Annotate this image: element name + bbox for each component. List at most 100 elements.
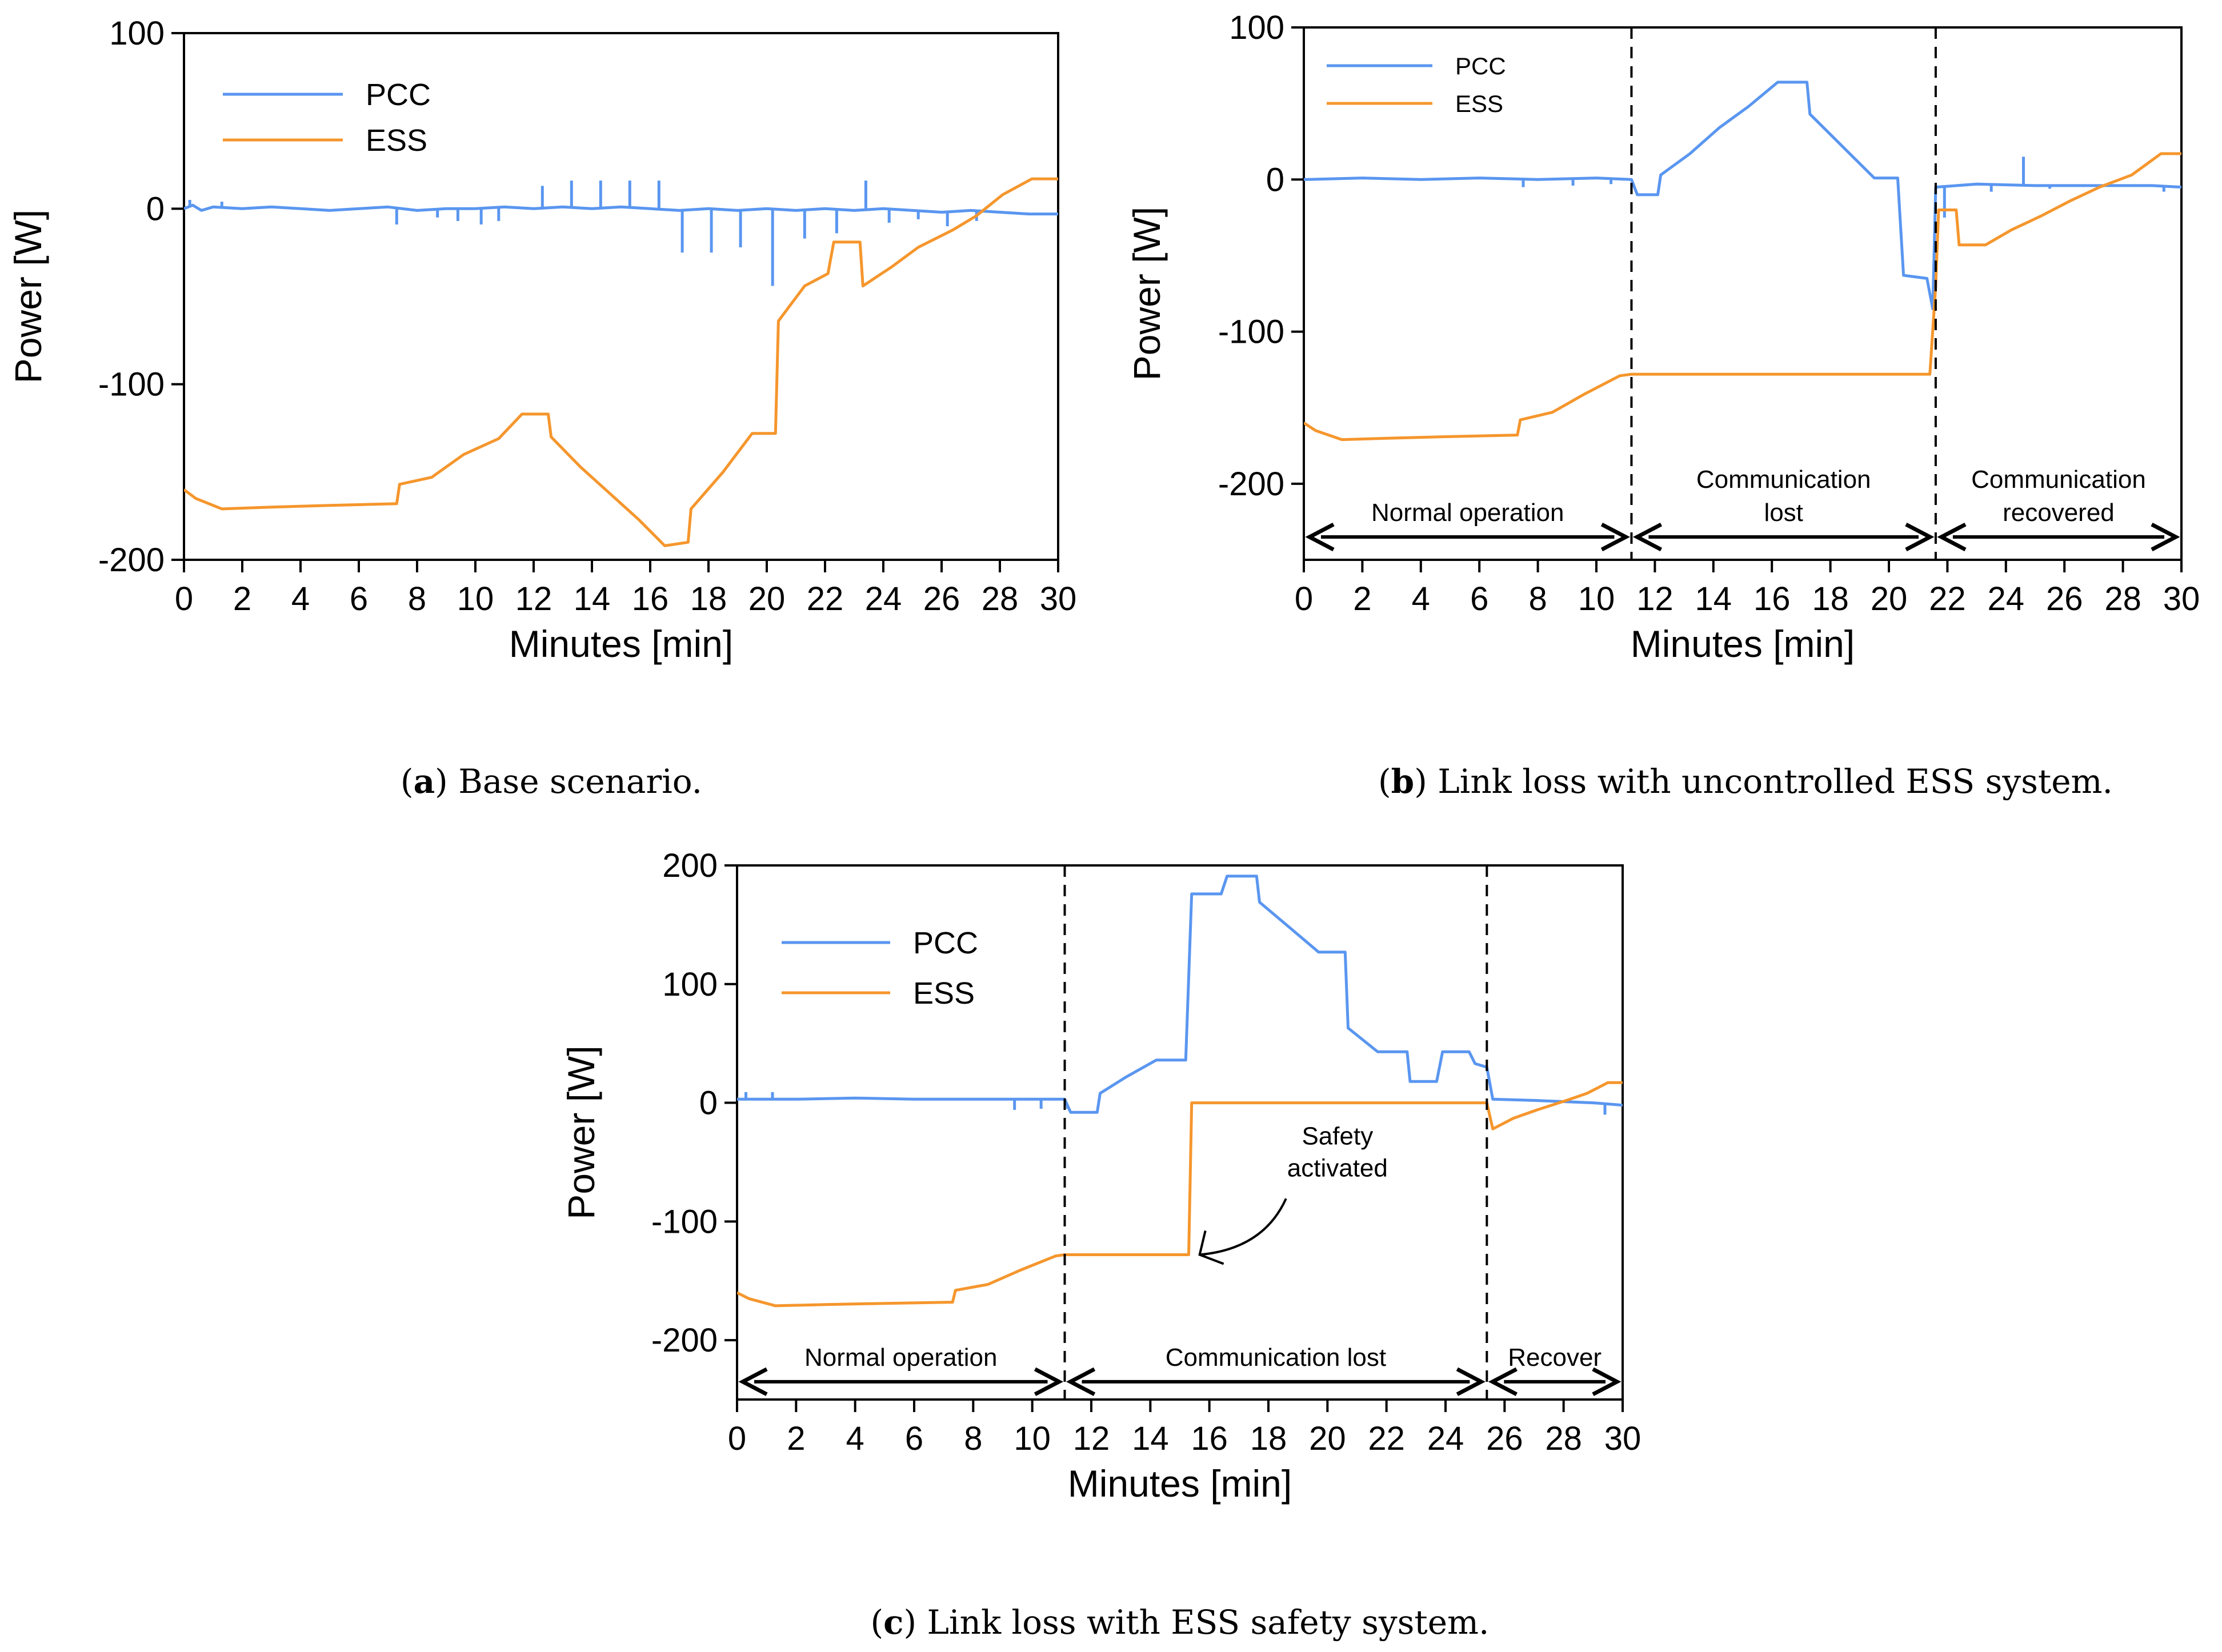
region-arrow-head-right <box>1905 522 1935 552</box>
caption-paren-open: ( <box>870 1603 883 1642</box>
x-axis-title: Minutes [min] <box>509 623 733 665</box>
caption-body: Link loss with uncontrolled ESS system. <box>1438 762 2113 801</box>
x-tick-label: 16 <box>1753 580 1791 618</box>
legend-label-ess: ESS <box>1455 90 1503 117</box>
series-line-ess <box>737 1081 1623 1308</box>
y-tick-label: 100 <box>662 966 718 1003</box>
x-tick-label: 2 <box>787 1420 805 1457</box>
region-arrow-head-right <box>1034 1367 1064 1396</box>
x-tick-label: 6 <box>1470 580 1488 618</box>
panel-caption: (c) Link loss with ESS safety system. <box>870 1603 1489 1642</box>
region-label: Communication <box>1696 466 1871 494</box>
region-arrow-head-left <box>738 1367 768 1396</box>
y-axis-title: Power [W] <box>7 210 49 383</box>
x-tick-label: 26 <box>923 580 960 618</box>
x-tick-label: 24 <box>1988 580 2025 618</box>
x-axis-title: Minutes [min] <box>1068 1462 1292 1505</box>
x-tick-label: 16 <box>632 580 669 618</box>
x-tick-label: 12 <box>1636 580 1673 618</box>
caption-paren-open: ( <box>1378 762 1391 801</box>
region-arrow-head-right <box>2151 522 2180 552</box>
y-tick-label: 100 <box>1229 9 1284 46</box>
x-tick-label: 18 <box>1250 1420 1287 1457</box>
region-arrow-head-right <box>1456 1367 1486 1396</box>
x-tick-label: 6 <box>350 580 368 618</box>
x-tick-label: 4 <box>1412 580 1430 618</box>
y-tick-label: -200 <box>651 1322 718 1359</box>
series-line-ess <box>184 177 1058 547</box>
x-tick-label: 30 <box>2163 580 2200 618</box>
region-label: Communication lost <box>1166 1344 1386 1372</box>
series-line-pcc <box>184 203 1058 216</box>
x-tick-label: 12 <box>1073 1420 1110 1457</box>
x-tick-label: 28 <box>982 580 1019 618</box>
y-tick-label: -100 <box>651 1203 718 1240</box>
x-tick-label: 18 <box>1812 580 1849 618</box>
panel-a: 0 2 4 6 8 10 12 14 16 18 20 22 24 26 28 30-200-1000100M… <box>7 15 1076 801</box>
y-tick-label: -100 <box>98 366 165 403</box>
caption-body: Base scenario. <box>458 762 702 801</box>
x-tick-label: 4 <box>846 1420 864 1457</box>
legend-label-ess: ESS <box>913 976 975 1011</box>
x-tick-label: 14 <box>574 580 611 618</box>
x-tick-label: 26 <box>2046 580 2083 618</box>
x-tick-label: 8 <box>408 580 426 618</box>
legend-label-ess: ESS <box>366 123 427 158</box>
x-tick-label: 4 <box>291 580 310 618</box>
annotation-arrow <box>1199 1198 1287 1256</box>
caption-letter: c <box>883 1603 903 1642</box>
x-tick-label: 30 <box>1604 1420 1642 1457</box>
region-arrow-head-right <box>1592 1367 1622 1396</box>
x-tick-label: 8 <box>1528 580 1547 618</box>
y-tick-label: 0 <box>699 1085 718 1122</box>
region-label: Normal operation <box>1371 499 1564 527</box>
x-tick-label: 6 <box>905 1420 923 1457</box>
x-tick-label: 26 <box>1486 1420 1523 1457</box>
y-axis-title: Power [W] <box>1126 207 1168 380</box>
x-tick-label: 20 <box>1309 1420 1346 1457</box>
caption-paren-close: ) <box>435 762 458 801</box>
y-tick-label: 0 <box>146 190 165 227</box>
region-arrow-head-left <box>1305 522 1335 552</box>
region-arrow-head-left <box>1937 522 1967 552</box>
caption-paren-close: ) <box>1414 762 1438 801</box>
region-label: Recover <box>1508 1344 1602 1372</box>
x-tick-label: 14 <box>1132 1420 1169 1457</box>
x-tick-label: 24 <box>1427 1420 1464 1457</box>
x-tick-label: 20 <box>1871 580 1908 618</box>
region-arrow-head-left <box>1488 1367 1518 1396</box>
legend-label-pcc: PCC <box>913 926 978 960</box>
x-tick-label: 28 <box>1545 1420 1582 1457</box>
x-tick-label: 0 <box>728 1420 746 1457</box>
annotation-label: Safety <box>1302 1122 1373 1150</box>
legend-label-pcc: PCC <box>1455 53 1506 79</box>
x-tick-label: 24 <box>865 580 902 618</box>
x-tick-label: 10 <box>457 580 494 618</box>
x-tick-label: 22 <box>1929 580 1966 618</box>
x-tick-label: 2 <box>233 580 251 618</box>
x-tick-label: 20 <box>748 580 786 618</box>
x-tick-label: 0 <box>175 580 193 618</box>
caption-paren-open: ( <box>401 762 414 801</box>
region-arrow-head-left <box>1632 522 1663 552</box>
x-tick-label: 14 <box>1695 580 1732 618</box>
x-tick-label: 8 <box>964 1420 982 1457</box>
region-arrow-head-left <box>1066 1367 1096 1396</box>
region-label: Normal operation <box>804 1344 998 1372</box>
series-line-pcc <box>1304 81 2181 311</box>
y-tick-label: -200 <box>98 542 165 579</box>
annotation-label: activated <box>1287 1154 1388 1182</box>
x-tick-label: 16 <box>1191 1420 1228 1457</box>
y-tick-label: 100 <box>109 15 165 52</box>
panel-c: 0 2 4 6 8 10 12 14 16 18 20 22 24 26 28 30-200-10001002… <box>560 847 1641 1642</box>
region-arrow-head-right <box>1600 522 1630 552</box>
series-line-ess <box>1304 152 2181 442</box>
x-tick-label: 10 <box>1578 580 1615 618</box>
series-line-pcc <box>737 875 1623 1114</box>
x-tick-label: 0 <box>1295 580 1313 618</box>
legend-label-pcc: PCC <box>366 78 431 112</box>
caption-letter: b <box>1391 762 1415 801</box>
plot-frame <box>736 864 1624 1401</box>
panel-caption: (a) Base scenario. <box>401 762 702 801</box>
